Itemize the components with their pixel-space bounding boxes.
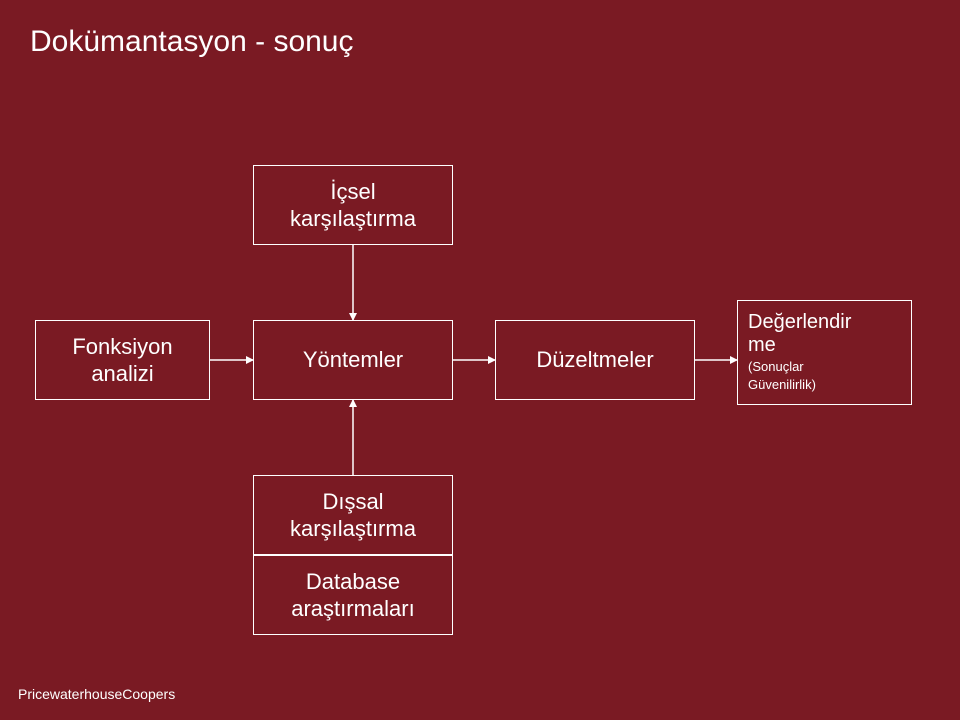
node-fonksiyon-line2: analizi <box>91 360 153 388</box>
node-yontemler: Yöntemler <box>253 320 453 400</box>
node-dissal-line2: karşılaştırma <box>290 515 416 543</box>
node-dissal-line1: Dışsal <box>322 488 383 516</box>
node-duzeltmeler: Düzeltmeler <box>495 320 695 400</box>
node-icsel: İçsel karşılaştırma <box>253 165 453 245</box>
node-database-line2: araştırmaları <box>291 595 414 623</box>
node-yontemler-line: Yöntemler <box>303 346 403 374</box>
node-fonksiyon-line1: Fonksiyon <box>72 333 172 361</box>
node-degerlendir-sub2: Güvenilirlik) <box>748 377 816 393</box>
node-database: Database araştırmaları <box>253 555 453 635</box>
node-duzeltmeler-line: Düzeltmeler <box>536 346 653 374</box>
node-degerlendir: Değerlendir me (Sonuçlar Güvenilirlik) <box>737 300 912 405</box>
node-degerlendir-sub1: (Sonuçlar <box>748 359 804 375</box>
node-icsel-line1: İçsel <box>330 178 375 206</box>
page-title: Dokümantasyon - sonuç <box>30 25 354 59</box>
node-degerlendir-line2: me <box>748 334 776 357</box>
node-fonksiyon: Fonksiyon analizi <box>35 320 210 400</box>
node-database-line1: Database <box>306 568 400 596</box>
node-icsel-line2: karşılaştırma <box>290 205 416 233</box>
footer-brand: PricewaterhouseCoopers <box>18 686 175 702</box>
node-dissal: Dışsal karşılaştırma <box>253 475 453 555</box>
node-degerlendir-line1: Değerlendir <box>748 311 851 334</box>
